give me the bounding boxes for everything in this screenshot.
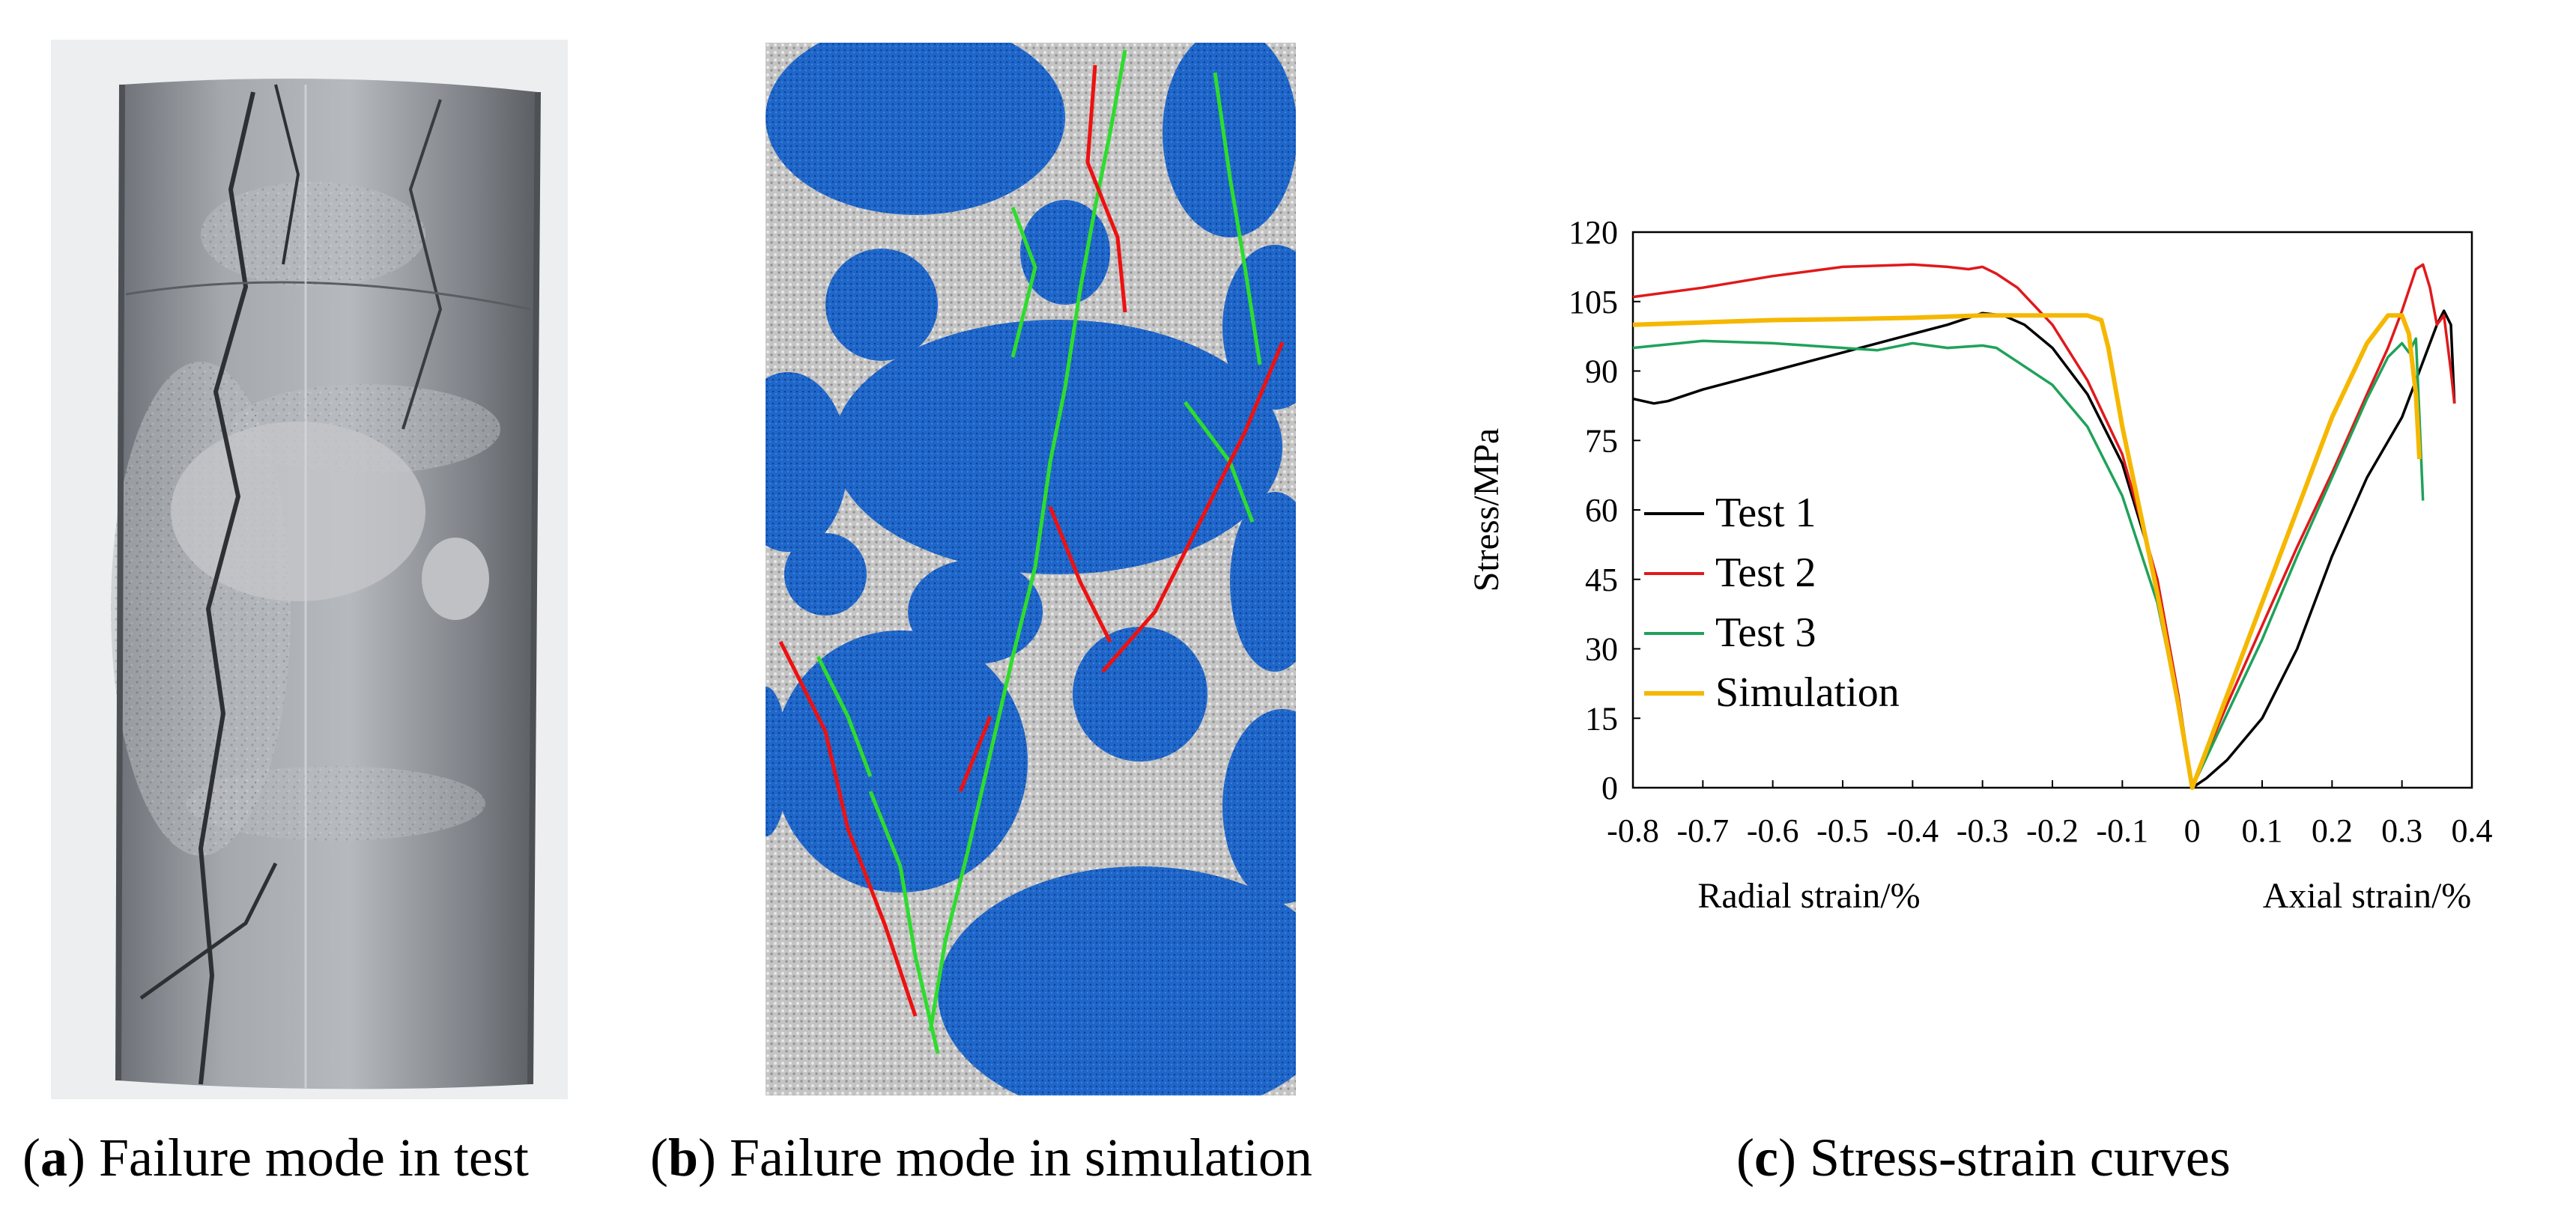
x-axis-ticks: -0.8 -0.7 -0.6 -0.5 -0.4 -0.3 -0.2 -0.1 0 0.1 0.2 0… xyxy=(1607,780,2493,849)
specimen-photo xyxy=(51,40,568,1099)
caption-c-text: Stress-strain curves xyxy=(1809,1128,2231,1188)
x-tick-label: 0.3 xyxy=(2381,812,2422,849)
x-axis-label-axial: Axial strain/% xyxy=(2263,876,2472,916)
specimen-photo-graphic xyxy=(51,40,568,1099)
legend-label-test1: Test 1 xyxy=(1715,490,1816,536)
y-tick-label: 0 xyxy=(1601,770,1618,806)
simulation-graphic xyxy=(728,20,1342,1121)
x-tick-label: -0.7 xyxy=(1677,812,1730,849)
y-tick-label: 75 xyxy=(1585,422,1618,459)
aggregate-particles xyxy=(728,20,1342,1121)
x-tick-label: 0.4 xyxy=(2452,812,2493,849)
data-series xyxy=(1632,263,2456,790)
x-tick-label: -0.6 xyxy=(1747,812,1799,849)
x-tick-label: -0.1 xyxy=(2097,812,2149,849)
x-tick-label: 0.1 xyxy=(2242,812,2283,849)
caption-c-letter: c xyxy=(1754,1128,1778,1188)
y-tick-label: 60 xyxy=(1585,492,1618,529)
x-tick-label: -0.3 xyxy=(1957,812,2009,849)
y-tick-label: 90 xyxy=(1585,353,1618,390)
simulation-image xyxy=(728,20,1342,1121)
chart-svg: 0 15 30 45 60 75 90 105 120 -0.8 -0.7 -0.6 -0.5 -0.4… xyxy=(1467,214,2493,916)
x-tick-label: -0.5 xyxy=(1816,812,1869,849)
shear-cracks xyxy=(778,64,1285,1017)
legend-label-test2: Test 2 xyxy=(1715,550,1816,596)
x-tick-label: 0 xyxy=(2184,812,2201,849)
y-tick-label: 105 xyxy=(1569,284,1618,320)
y-tick-label: 45 xyxy=(1585,562,1618,598)
y-tick-label: 120 xyxy=(1569,214,1618,251)
x-tick-label: -0.4 xyxy=(1887,812,1939,849)
caption-a: (a) Failure mode in test xyxy=(22,1128,529,1188)
caption-c: (c) Stress-strain curves xyxy=(1736,1128,2231,1188)
caption-b-text: Failure mode in simulation xyxy=(730,1128,1312,1188)
x-tick-label: 0.2 xyxy=(2312,812,2353,849)
stress-strain-chart: 0 15 30 45 60 75 90 105 120 -0.8 -0.7 -0.6 -0.5 -0.4… xyxy=(1453,180,2517,966)
x-tick-label: -0.2 xyxy=(2026,812,2079,849)
caption-b: (b) Failure mode in simulation xyxy=(650,1128,1312,1188)
y-tick-label: 30 xyxy=(1585,631,1618,668)
y-tick-label: 15 xyxy=(1585,700,1618,737)
x-tick-label: -0.8 xyxy=(1607,812,1659,849)
legend: Test 1 Test 2 Test 3 Simulation xyxy=(1644,490,1900,716)
series-line-simulation xyxy=(1632,313,2422,790)
caption-a-text: Failure mode in test xyxy=(98,1128,529,1188)
caption-b-letter: b xyxy=(667,1128,699,1188)
legend-label-test3: Test 3 xyxy=(1715,610,1816,656)
y-axis-ticks: 0 15 30 45 60 75 90 105 120 xyxy=(1569,214,1640,806)
y-axis-label: Stress/MPa xyxy=(1467,428,1506,592)
caption-a-letter: a xyxy=(40,1128,67,1188)
legend-label-simulation: Simulation xyxy=(1715,669,1900,716)
x-axis-label-radial: Radial strain/% xyxy=(1697,876,1920,916)
